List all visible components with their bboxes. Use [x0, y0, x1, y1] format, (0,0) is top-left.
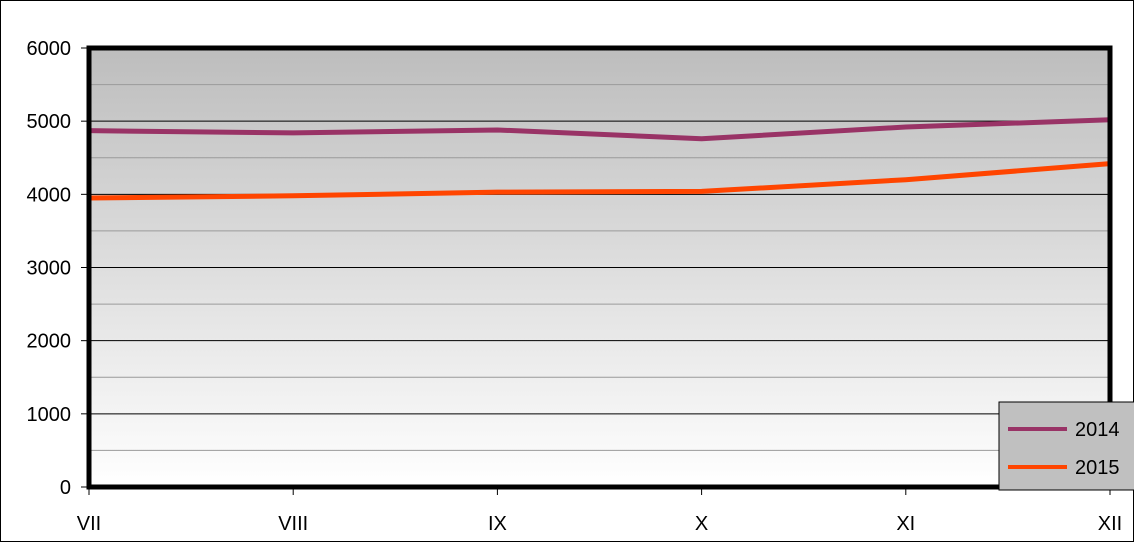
y-tick-label: 0	[60, 477, 71, 499]
x-tick-label: XI	[896, 513, 915, 535]
x-tick-label: VIII	[278, 513, 308, 535]
legend-label-2015: 2015	[1075, 457, 1120, 479]
x-tick-label: VII	[77, 513, 101, 535]
x-tick-label: XII	[1098, 513, 1122, 535]
series-line-2015	[88, 161, 1111, 201]
y-tick-label: 1000	[27, 404, 72, 426]
legend: 2014 2015	[998, 401, 1134, 491]
legend-box	[998, 401, 1134, 491]
series-lines	[88, 117, 1111, 201]
x-tick-label: X	[695, 513, 708, 535]
y-tick-label: 2000	[27, 331, 72, 353]
legend-label-2014: 2014	[1075, 419, 1120, 441]
x-axis: VII VIII IX X XI XII	[77, 487, 1122, 535]
y-tick-label: 4000	[27, 184, 72, 206]
y-tick-label: 5000	[27, 111, 72, 133]
series-line-2014	[88, 117, 1111, 142]
y-tick-label: 3000	[27, 258, 72, 280]
y-tick-label: 6000	[27, 38, 72, 60]
y-axis: 0 1000 2000 3000 4000 5000 6000	[27, 38, 89, 499]
x-tick-label: IX	[488, 513, 507, 535]
